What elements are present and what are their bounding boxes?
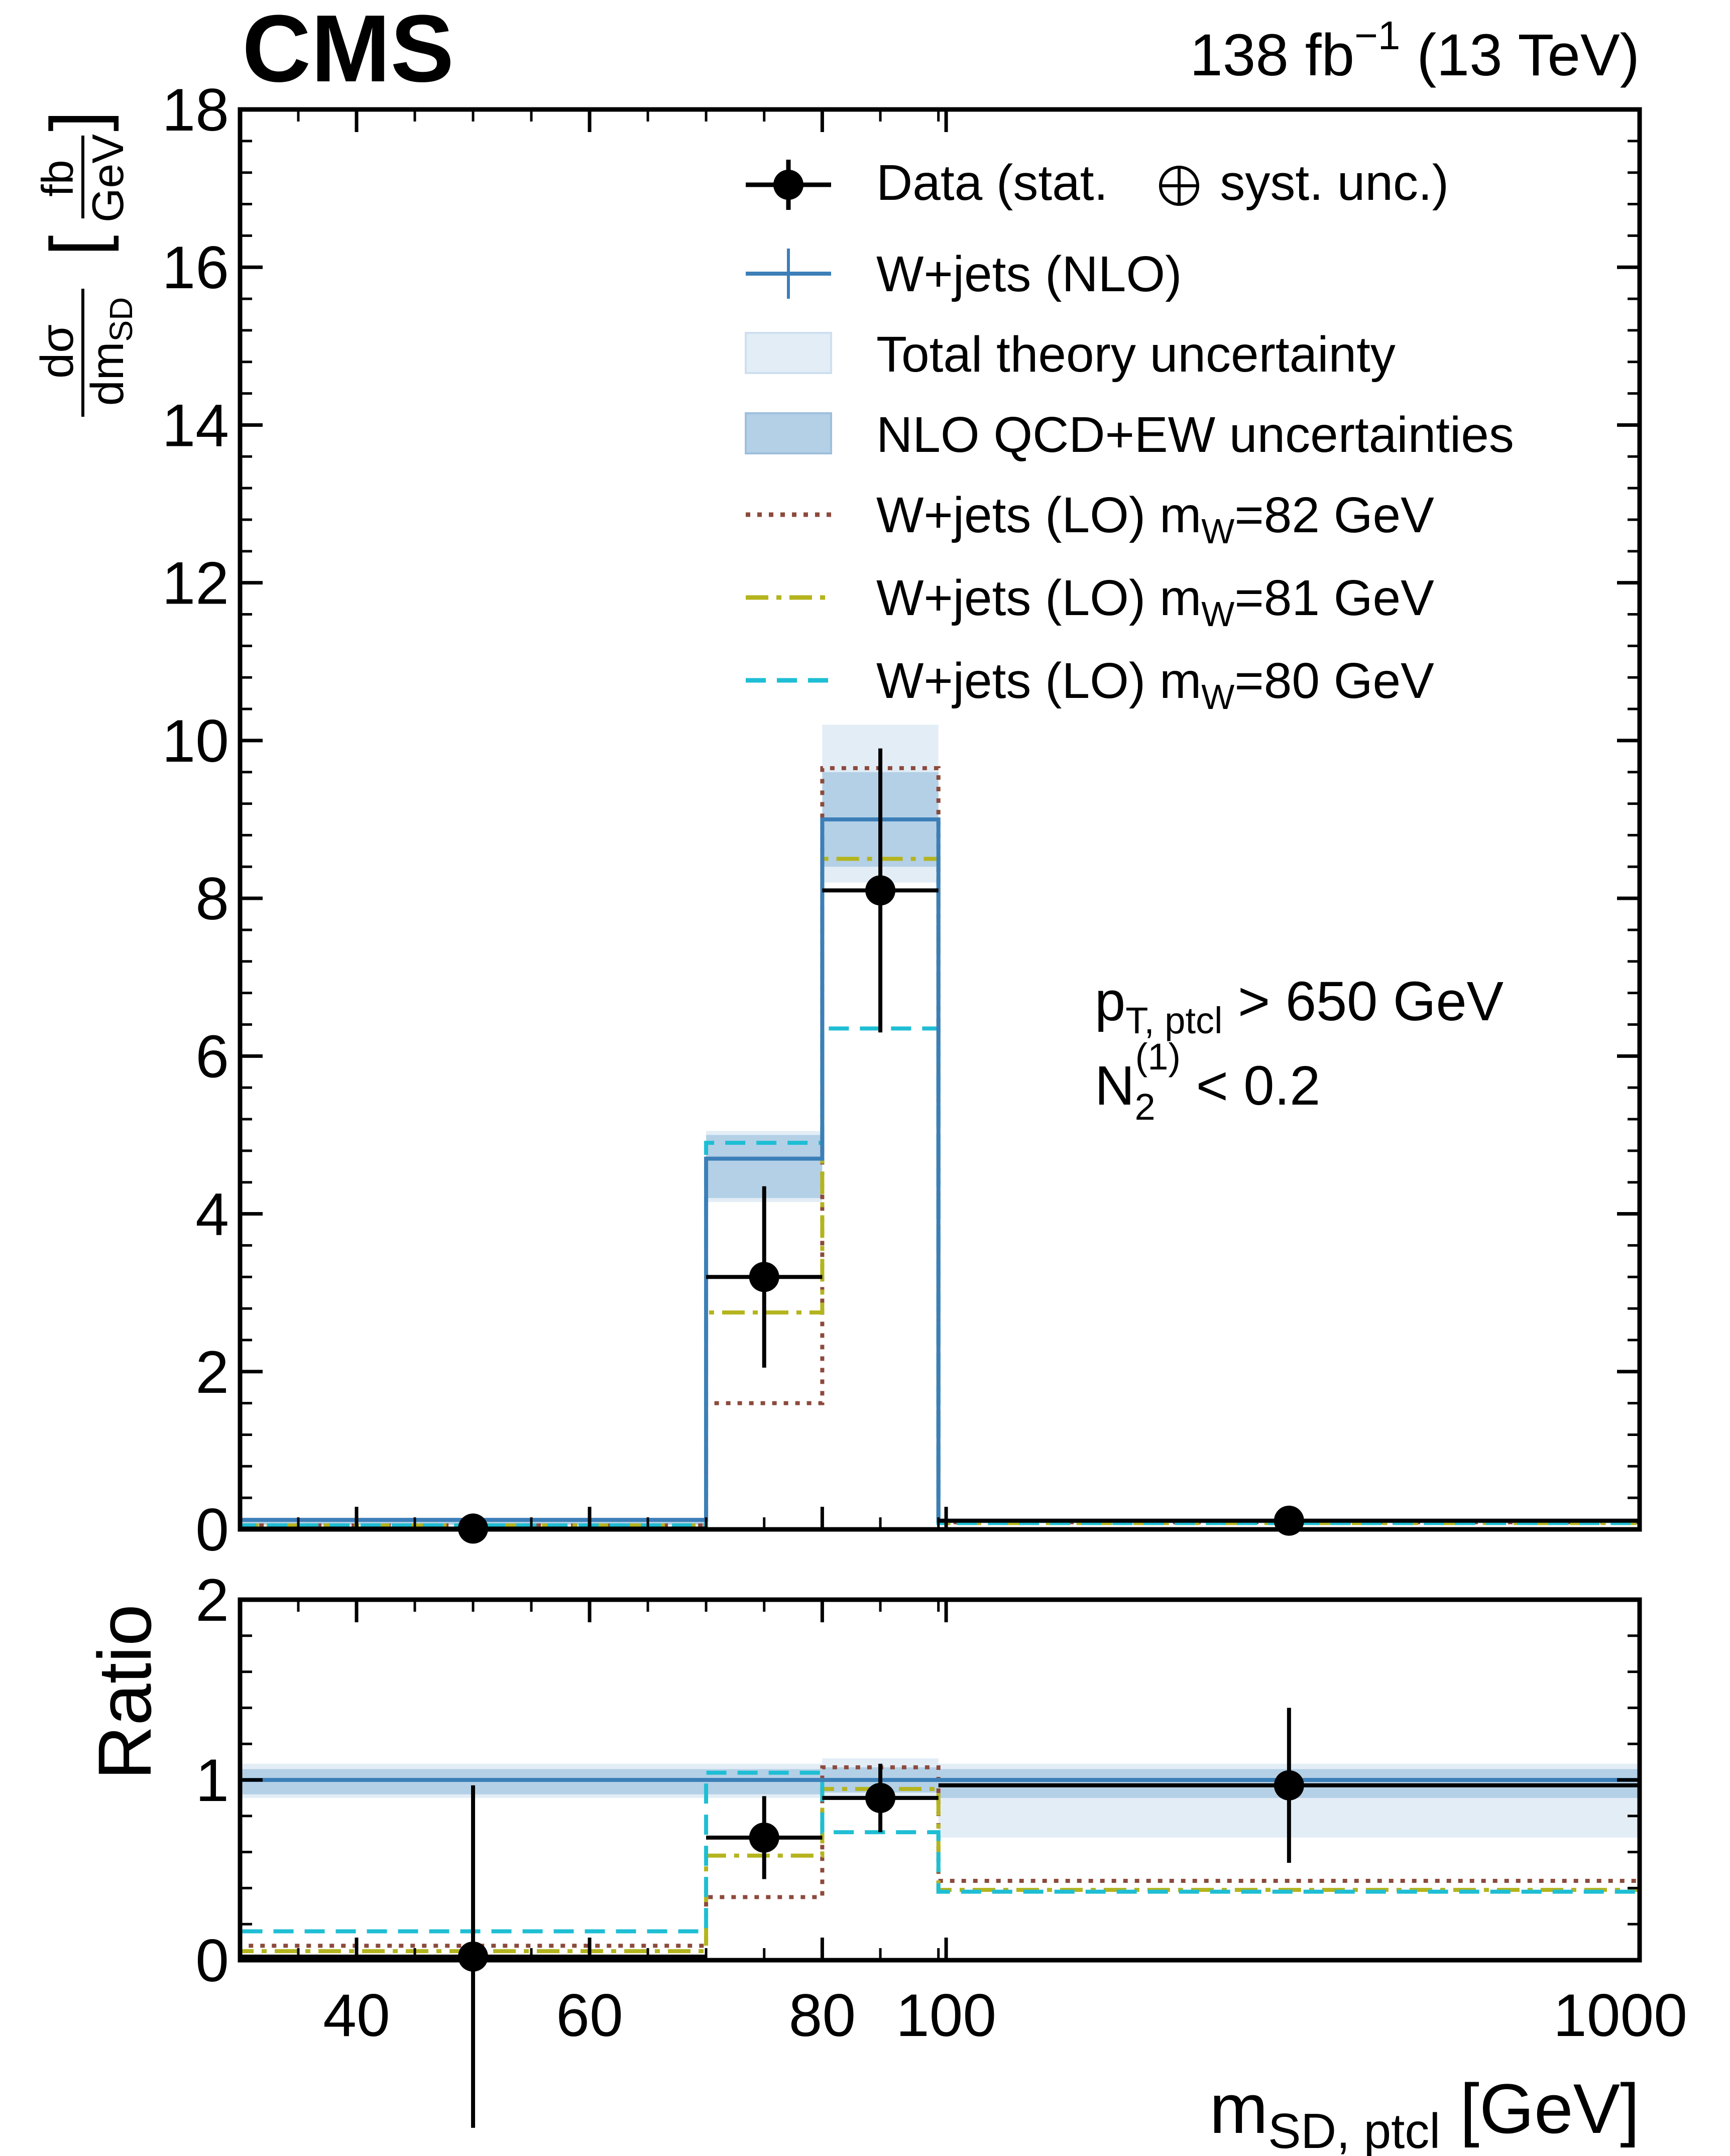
main-plot-panel — [238, 107, 1642, 1544]
main-ytick-label-0: 0 — [195, 1496, 229, 1564]
main-ytick-label-2: 4 — [195, 1181, 229, 1248]
legend-entry-nlo-unc: NLO QCD+EW uncertainties — [745, 407, 1514, 463]
ratio-plot-frame — [238, 1597, 1642, 1963]
ratio-data-point-1 — [749, 1822, 779, 1853]
legend-entry-total-unc: Total theory uncertainty — [745, 326, 1396, 383]
main-data-point-2 — [865, 875, 896, 906]
ylabel-dm-sd: dmSD — [82, 297, 139, 406]
main-nlo-step — [238, 817, 1640, 1529]
x-tick-label-1: 60 — [556, 1982, 623, 2049]
legend-lo82-text: W+jets (LO) mW=82 GeV — [876, 487, 1434, 551]
selection-annotation: pT, ptcl > 650 GeV N2(1) < 0.2 — [1095, 971, 1504, 1128]
legend-entry-nlo: W+jets (NLO) — [746, 246, 1182, 302]
main-ytick-label-8: 16 — [162, 234, 229, 301]
legend-entry-lo82: W+jets (LO) mW=82 GeV — [746, 487, 1434, 551]
ratio-data-point-3 — [1274, 1770, 1304, 1801]
main-data-point-1 — [749, 1262, 779, 1292]
ylabel-d-sigma: dσ — [32, 324, 83, 379]
annotation-pt-cut: pT, ptcl > 650 GeV — [1095, 971, 1504, 1041]
main-ytick-label-3: 6 — [195, 1023, 229, 1090]
legend-total-unc-swatch — [745, 332, 832, 374]
legend-entry-lo80: W+jets (LO) mW=80 GeV — [746, 653, 1434, 716]
x-tick-label-3: 100 — [896, 1982, 996, 2049]
main-ytick-label-5: 10 — [162, 707, 229, 775]
ratio-lo80-step — [238, 1770, 1640, 1960]
x-axis-label: mSD, ptcl [GeV] — [1209, 2069, 1640, 2156]
main-plot-frame — [238, 107, 1642, 1532]
ratio-ytick-label-0: 0 — [195, 1927, 229, 1994]
legend-data-marker — [773, 170, 803, 200]
main-y-axis-label: dσ dmSD [ fb GeV ] — [32, 110, 139, 417]
x-tick-label-2: 80 — [789, 1982, 856, 2049]
legend-data-text: Data (stat. ⊕⊕ syst. unc.) — [876, 155, 1449, 211]
legend-nlo-unc-text: NLO QCD+EW uncertainties — [876, 407, 1514, 463]
legend-lo81-text: W+jets (LO) mW=81 GeV — [876, 570, 1434, 634]
ratio-plot-panel — [238, 1597, 1642, 2128]
ratio-y-axis-label: Ratio — [82, 1604, 167, 1780]
main-ytick-label-1: 2 — [195, 1339, 229, 1406]
legend-nlo-unc-swatch — [745, 412, 832, 454]
ratio-ytick-label-2: 2 — [195, 1567, 229, 1634]
ylabel-unit-fb: fb — [33, 160, 82, 196]
ylabel-open-bracket: [ — [35, 235, 119, 256]
legend: Data (stat. ⊕⊕ syst. unc.) W+jets (NLO) … — [745, 155, 1514, 716]
main-ytick-label-9: 18 — [162, 76, 229, 144]
main-ytick-label-4: 8 — [195, 865, 229, 932]
ylabel-close-bracket: ] — [35, 110, 119, 132]
luminosity-label: 138 fb−1 (13 TeV) — [1190, 13, 1640, 88]
legend-entry-lo81: W+jets (LO) mW=81 GeV — [746, 570, 1434, 634]
ratio-ytick-label-1: 1 — [195, 1747, 229, 1814]
main-ytick-label-6: 12 — [162, 550, 229, 617]
x-tick-label-4: 1000 — [1553, 1982, 1687, 2049]
x-tick-label-0: 40 — [323, 1982, 390, 2049]
ratio-data-point-2 — [865, 1782, 896, 1813]
main-ytick-label-7: 14 — [162, 392, 229, 459]
experiment-label: CMS — [242, 0, 454, 102]
ylabel-unit-gev: GeV — [83, 134, 133, 222]
legend-entry-data: Data (stat. ⊕⊕ syst. unc.) — [746, 155, 1449, 211]
main-lo82-step — [238, 766, 1640, 1529]
oplus-icon — [1159, 166, 1199, 206]
annotation-n2-cut: N2(1) < 0.2 — [1095, 1036, 1320, 1128]
legend-lo80-text: W+jets (LO) mW=80 GeV — [876, 653, 1434, 716]
legend-total-unc-text: Total theory uncertainty — [876, 326, 1396, 383]
legend-nlo-text: W+jets (NLO) — [876, 246, 1182, 302]
